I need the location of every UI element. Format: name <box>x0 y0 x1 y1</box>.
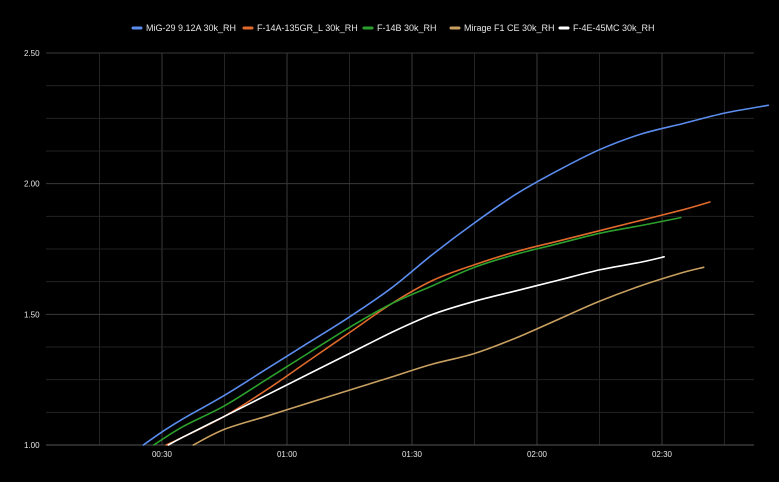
legend-item-5[interactable]: F-4E-45MC 30k_RH <box>558 23 655 33</box>
series-line-4 <box>192 266 705 446</box>
legend-label: MiG-29 9.12A 30k_RH <box>146 23 236 33</box>
legend-label: F-14A-135GR_L 30k_RH <box>257 23 358 33</box>
y-tick-label: 1.50 <box>24 310 40 319</box>
legend-item-4[interactable]: Mirage F1 CE 30k_RH <box>449 23 555 33</box>
y-tick-label: 1.00 <box>24 441 40 450</box>
series-line-1 <box>142 104 770 446</box>
gridlines <box>46 52 754 446</box>
legend-item-1[interactable]: MiG-29 9.12A 30k_RH <box>131 23 236 33</box>
legend[interactable]: MiG-29 9.12A 30k_RH F-14A-135GR_L 30k_RH F… <box>131 23 655 33</box>
y-tick-label: 2.50 <box>24 49 40 58</box>
legend-item-3[interactable]: F-14B 30k_RH <box>362 23 437 33</box>
series-line-3 <box>152 216 682 446</box>
legend-label: Mirage F1 CE 30k_RH <box>464 23 555 33</box>
legend-item-2[interactable]: F-14A-135GR_L 30k_RH <box>242 23 358 33</box>
axes: 1.00 1.50 2.00 2.50 00:30 01:00 01:30 02:00 02:3… <box>24 49 754 459</box>
legend-label: F-4E-45MC 30k_RH <box>573 23 655 33</box>
x-tick-label: 00:30 <box>152 450 173 459</box>
y-tick-label: 2.00 <box>24 180 40 189</box>
x-tick-label: 02:00 <box>527 450 548 459</box>
series-lines <box>142 104 770 446</box>
series-line-5 <box>167 256 665 446</box>
x-tick-label: 01:30 <box>402 450 423 459</box>
series-line-2 <box>165 201 711 446</box>
legend-label: F-14B 30k_RH <box>377 23 437 33</box>
x-tick-label: 01:00 <box>277 450 298 459</box>
x-tick-label: 02:30 <box>652 450 673 459</box>
